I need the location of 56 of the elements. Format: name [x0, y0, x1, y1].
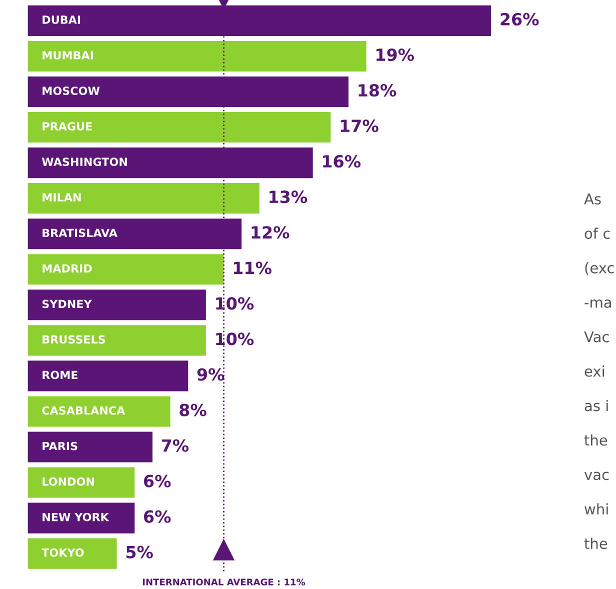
y-tick-label: MILAN	[42, 193, 81, 202]
y-tick-label: SYDNEY	[42, 300, 92, 308]
y-tick-label: CASABLANCA	[42, 406, 126, 415]
ref-line-label: INTERNATIONAL AVERAGE : 11%	[142, 578, 306, 586]
y-tick-label: WASHINGTON	[42, 158, 127, 166]
y-tick-label: BRATISLAVA	[42, 228, 118, 238]
y-tick-label: MADRID	[42, 264, 92, 272]
data-label: 8%	[180, 404, 206, 416]
data-label: 11%	[234, 262, 272, 274]
text: (exc	[585, 262, 614, 276]
bar	[28, 360, 188, 392]
data-label: 12%	[252, 226, 290, 239]
data-label: 17%	[340, 120, 378, 132]
bar	[28, 396, 170, 427]
text: As	[584, 194, 601, 204]
data-label: 10%	[216, 297, 254, 310]
data-label: 26%	[500, 12, 539, 26]
data-label: 16%	[323, 155, 361, 168]
y-tick-label: PRAGUE	[42, 122, 92, 131]
text: -ma	[584, 299, 612, 308]
bar	[28, 502, 135, 534]
bar	[28, 183, 260, 214]
bar	[28, 325, 206, 356]
bar	[28, 290, 206, 320]
data-label: 7%	[162, 439, 189, 452]
y-tick-label: TOKYO	[42, 548, 84, 557]
text: whi	[584, 503, 608, 514]
text: Vac	[584, 331, 609, 342]
bar	[28, 538, 117, 569]
text: of c	[584, 228, 610, 239]
data-label: 13%	[270, 190, 308, 204]
text: as i	[584, 400, 608, 412]
y-tick-label: NEW YORK	[42, 512, 110, 522]
data-label: 5%	[126, 546, 153, 558]
y-tick-label: DUBAI	[42, 16, 80, 24]
bar	[28, 40, 366, 72]
data-label: 19%	[376, 48, 414, 62]
y-tick-label: ROME	[42, 370, 78, 380]
text: vac	[584, 472, 609, 480]
text: the	[584, 538, 608, 550]
data-label: 10%	[216, 332, 254, 346]
y-tick-label: LONDON	[42, 477, 94, 486]
y-tick-label: MOSCOW	[42, 86, 100, 95]
text: the	[584, 434, 608, 446]
bar	[28, 467, 135, 498]
data-label: 6%	[144, 510, 171, 523]
bar	[28, 112, 331, 143]
y-tick-label: MUMBAI	[42, 51, 93, 60]
data-label: 18%	[358, 84, 396, 97]
bar	[28, 254, 224, 285]
y-tick-label: BRUSSELS	[42, 335, 106, 344]
y-tick-label: PARIS	[42, 442, 78, 450]
text: exi	[584, 365, 604, 377]
data-label: 6%	[144, 474, 171, 488]
bar	[28, 432, 152, 462]
data-label: 9%	[197, 368, 224, 381]
